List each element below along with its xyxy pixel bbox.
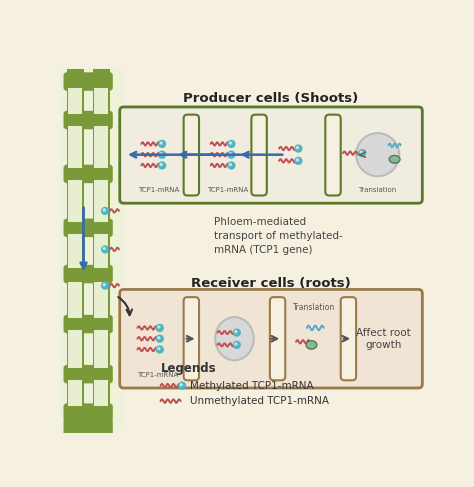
Text: Translation: Translation [293, 302, 336, 312]
Circle shape [103, 283, 105, 286]
Text: Receiver cells (roots): Receiver cells (roots) [191, 277, 351, 290]
Bar [94, 380, 108, 407]
FancyBboxPatch shape [325, 114, 341, 195]
Circle shape [160, 164, 162, 166]
Circle shape [235, 343, 237, 345]
Text: Legends: Legends [161, 362, 216, 375]
Circle shape [360, 151, 363, 153]
Text: TCP1-mRNA: TCP1-mRNA [137, 187, 179, 193]
FancyBboxPatch shape [251, 114, 267, 195]
Ellipse shape [389, 155, 400, 163]
FancyBboxPatch shape [64, 419, 113, 437]
Bar [94, 88, 108, 114]
Circle shape [156, 335, 163, 342]
Text: Methylated TCP1-mRNA: Methylated TCP1-mRNA [190, 381, 313, 391]
Bar [94, 180, 108, 222]
FancyBboxPatch shape [64, 219, 113, 237]
Text: Unmethylated TCP1-mRNA: Unmethylated TCP1-mRNA [190, 396, 329, 406]
Text: Translation: Translation [358, 187, 397, 193]
FancyBboxPatch shape [64, 403, 113, 422]
Circle shape [159, 140, 165, 148]
Bar [68, 234, 82, 268]
Bar [68, 380, 82, 407]
Text: Phloem-mediated
transport of methylated-
mRNA (TCP1 gene): Phloem-mediated transport of methylated-… [214, 217, 343, 255]
FancyBboxPatch shape [270, 297, 285, 380]
Bar [68, 88, 82, 114]
Circle shape [228, 140, 235, 148]
Circle shape [101, 246, 109, 253]
Circle shape [159, 151, 165, 158]
Circle shape [101, 282, 109, 289]
Circle shape [359, 150, 366, 157]
Circle shape [295, 145, 302, 152]
Circle shape [233, 341, 240, 348]
Circle shape [160, 153, 162, 155]
Text: TCP1-mRNA: TCP1-mRNA [207, 187, 248, 193]
Circle shape [229, 142, 231, 144]
Circle shape [229, 153, 231, 155]
Text: Affect root
growth: Affect root growth [356, 328, 411, 350]
Bar [68, 180, 82, 222]
Circle shape [156, 324, 163, 332]
FancyBboxPatch shape [183, 114, 199, 195]
Circle shape [228, 162, 235, 169]
FancyBboxPatch shape [64, 365, 113, 383]
Ellipse shape [306, 340, 317, 349]
Ellipse shape [215, 317, 254, 360]
FancyBboxPatch shape [341, 297, 356, 380]
FancyBboxPatch shape [61, 68, 124, 428]
Circle shape [101, 207, 109, 214]
Circle shape [296, 159, 299, 161]
Circle shape [295, 157, 302, 164]
Circle shape [233, 329, 240, 336]
Bar [94, 282, 108, 318]
FancyBboxPatch shape [64, 72, 113, 91]
Bar [66, 69, 83, 422]
Circle shape [158, 337, 160, 339]
Bar [68, 126, 82, 168]
Bar [93, 69, 109, 422]
Circle shape [103, 209, 105, 211]
FancyBboxPatch shape [64, 265, 113, 283]
Circle shape [356, 133, 399, 176]
Circle shape [296, 147, 299, 149]
Bar [94, 330, 108, 368]
Circle shape [160, 142, 162, 144]
Circle shape [180, 384, 182, 386]
FancyBboxPatch shape [64, 315, 113, 333]
FancyBboxPatch shape [120, 107, 422, 203]
Circle shape [158, 348, 160, 350]
Circle shape [228, 151, 235, 158]
Circle shape [179, 382, 185, 389]
Circle shape [156, 346, 163, 353]
Circle shape [229, 164, 231, 166]
FancyBboxPatch shape [120, 289, 422, 388]
Bar [68, 330, 82, 368]
Circle shape [159, 162, 165, 169]
Circle shape [103, 247, 105, 249]
Text: Producer cells (Shoots): Producer cells (Shoots) [183, 92, 359, 105]
Circle shape [235, 331, 237, 333]
FancyBboxPatch shape [64, 111, 113, 129]
Text: TCP1-mRNA: TCP1-mRNA [137, 372, 178, 378]
FancyBboxPatch shape [183, 297, 199, 380]
Bar [68, 282, 82, 318]
Bar [94, 126, 108, 168]
Circle shape [158, 326, 160, 328]
FancyBboxPatch shape [64, 165, 113, 183]
Bar [94, 234, 108, 268]
